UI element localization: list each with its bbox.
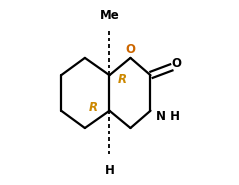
Text: R: R bbox=[89, 102, 98, 115]
Text: N H: N H bbox=[156, 110, 180, 123]
Text: O: O bbox=[125, 43, 136, 56]
Text: O: O bbox=[171, 57, 181, 70]
Text: H: H bbox=[104, 164, 114, 177]
Text: R: R bbox=[118, 73, 127, 86]
Text: Me: Me bbox=[100, 9, 119, 22]
